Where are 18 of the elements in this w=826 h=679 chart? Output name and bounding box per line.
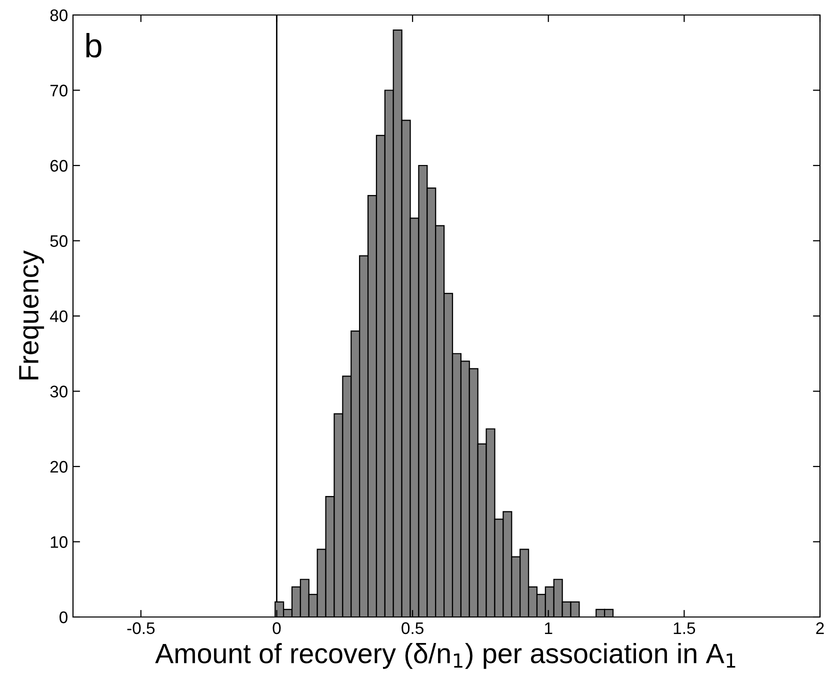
y-tick-label: 60 [50,160,68,172]
x-tick-label: 1 [545,622,552,634]
y-tick-label: 10 [50,536,68,548]
y-tick-label: 80 [50,9,68,22]
y-tick-label: 30 [50,386,68,398]
x-tick-label: 0.5 [402,622,424,634]
annotation: b [86,33,102,58]
x-tick-label: 2 [816,622,824,634]
x-axis-title: Amount of recovery (δ/n$_{1}$) per association in A$_{1}$ [155,642,736,669]
y-tick-label: 20 [50,460,68,473]
x-tick-label: 1.5 [674,622,696,634]
y-axis-title: Frequency [19,250,44,380]
y-tick-label: 0 [60,611,68,624]
y-tick-label: 40 [50,310,68,322]
y-tick-label: 70 [50,84,68,96]
y-tick-label: 50 [50,235,68,247]
x-tick-label: -0.5 [127,622,155,634]
x-tick-label: 0 [272,622,281,634]
